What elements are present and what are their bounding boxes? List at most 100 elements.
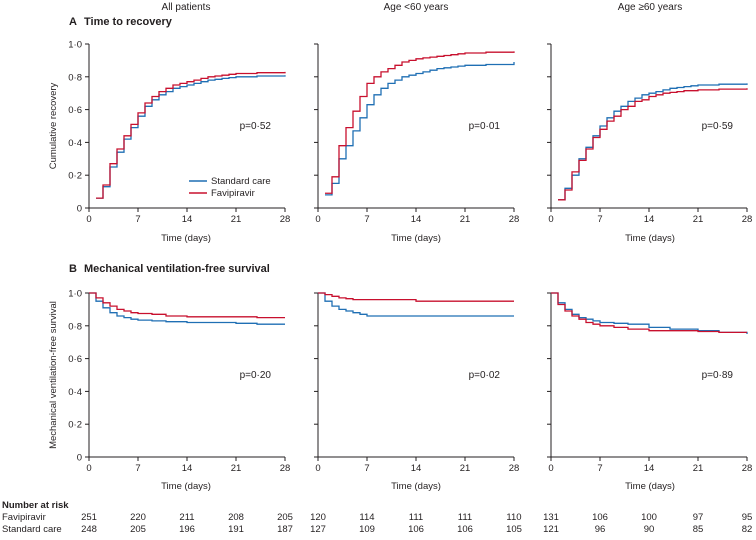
y-tick-label: 1·0 (68, 40, 82, 51)
chart-panel-2: 0 7 14 21 28 p=0·01 (314, 43, 520, 225)
y-tick-label: 0·4 (68, 387, 82, 398)
x-tick-label: 7 (597, 463, 602, 474)
x-axis-label-a3: Time (days) (625, 233, 675, 244)
y-tick-label: 0·8 (68, 72, 82, 83)
risk-value-standard-care: 121 (543, 524, 559, 535)
risk-value-favipiravir: 97 (693, 512, 704, 523)
panel-label-a: A (69, 16, 77, 28)
legend-standard-care-label: Standard care (211, 176, 271, 187)
x-tick-label: 21 (231, 463, 242, 474)
x-tick-label: 21 (693, 214, 704, 225)
p-value-label: p=0·89 (702, 370, 734, 381)
x-tick-label: 28 (280, 214, 291, 225)
risk-value-favipiravir: 100 (641, 512, 657, 523)
panels: 0 0·2 0·4 0·6 0·8 1·0 0 7 14 21 28 p=0·52 0 7 14 21 28 p=… (68, 40, 752, 475)
x-tick-label: 21 (693, 463, 704, 474)
x-tick-label: 0 (86, 214, 91, 225)
x-axis-label-b1: Time (days) (161, 481, 211, 492)
y-tick-label: 0·2 (68, 171, 82, 182)
panel-title-b: Mechanical ventilation-free survival (84, 263, 270, 275)
series-line-favipiravir (318, 292, 514, 302)
risk-value-favipiravir: 251 (81, 512, 97, 523)
p-value-label: p=0·20 (240, 370, 272, 381)
risk-value-standard-care: 205 (130, 524, 146, 535)
x-tick-label: 14 (182, 214, 193, 225)
chart-panel-1: 0 0·2 0·4 0·6 0·8 1·0 0 7 14 21 28 p=0·52 (68, 40, 290, 226)
risk-value-favipiravir: 205 (277, 512, 293, 523)
x-tick-label: 0 (315, 214, 320, 225)
chart-panel-3: 0 7 14 21 28 p=0·59 (547, 43, 753, 225)
y-tick-label: 1·0 (68, 289, 82, 300)
x-axis-label-b3: Time (days) (625, 481, 675, 492)
x-tick-label: 14 (644, 214, 655, 225)
x-tick-label: 14 (411, 214, 422, 225)
series-line-favipiravir (96, 71, 286, 199)
chart-panel-5: 0 7 14 21 28 p=0·02 (314, 292, 520, 474)
p-value-label: p=0·52 (240, 121, 272, 132)
risk-value-standard-care: 82 (742, 524, 753, 535)
risk-value-standard-care: 105 (506, 524, 522, 535)
series-line-standard-care (558, 83, 748, 201)
risk-value-standard-care: 196 (179, 524, 195, 535)
series-line-standard-care (89, 292, 285, 325)
series-line-favipiravir (551, 292, 747, 334)
series-line-favipiravir (558, 88, 748, 201)
chart-panel-4: 0 0·2 0·4 0·6 0·8 1·0 0 7 14 21 28 p=0·20 (68, 289, 290, 475)
risk-value-favipiravir: 106 (592, 512, 608, 523)
risk-value-standard-care: 106 (457, 524, 473, 535)
series-line-favipiravir (325, 51, 515, 194)
x-tick-label: 21 (460, 463, 471, 474)
y-axis-label-a: Cumulative recovery (48, 82, 59, 169)
x-axis-label-a1: Time (days) (161, 233, 211, 244)
y-tick-label: 0·6 (68, 105, 82, 116)
panel-label-b: B (69, 263, 77, 275)
risk-value-standard-care: 127 (310, 524, 326, 535)
risk-value-favipiravir: 208 (228, 512, 244, 523)
x-tick-label: 7 (364, 463, 369, 474)
series-line-standard-care (551, 292, 748, 334)
risk-value-favipiravir: 110 (506, 512, 521, 523)
y-tick-label: 0·8 (68, 321, 82, 332)
risk-value-favipiravir: 131 (543, 512, 559, 523)
risk-value-favipiravir: 220 (130, 512, 146, 523)
risk-value-favipiravir: 95 (742, 512, 753, 523)
column-title-under60: Age <60 years (384, 2, 449, 13)
series-line-favipiravir (89, 292, 285, 319)
x-tick-label: 0 (548, 463, 553, 474)
y-tick-label: 0 (77, 204, 82, 215)
risk-value-standard-care: 187 (277, 524, 293, 535)
x-tick-label: 7 (135, 463, 140, 474)
risk-value-standard-care: 109 (359, 524, 375, 535)
risk-value-favipiravir: 111 (458, 512, 472, 523)
p-value-label: p=0·01 (469, 121, 501, 132)
x-tick-label: 28 (742, 214, 753, 225)
x-tick-label: 28 (509, 214, 520, 225)
risk-table: Number at risk Favipiravir Standard care… (2, 500, 752, 535)
x-tick-label: 28 (280, 463, 291, 474)
chart-panel-6: 0 7 14 21 28 p=0·89 (547, 292, 753, 474)
risk-row-label-favipiravir: Favipiravir (2, 512, 46, 523)
x-tick-label: 0 (548, 214, 553, 225)
x-tick-label: 0 (86, 463, 91, 474)
x-tick-label: 14 (411, 463, 422, 474)
x-tick-label: 7 (597, 214, 602, 225)
x-tick-label: 28 (742, 463, 753, 474)
x-tick-label: 14 (644, 463, 655, 474)
x-tick-label: 28 (509, 463, 520, 474)
x-axis-label-b2: Time (days) (391, 481, 441, 492)
y-tick-label: 0·2 (68, 420, 82, 431)
series-line-standard-care (318, 292, 514, 317)
x-tick-label: 7 (135, 214, 140, 225)
panel-title-a: Time to recovery (84, 16, 173, 28)
x-tick-label: 21 (460, 214, 471, 225)
risk-table-title: Number at risk (2, 500, 69, 511)
risk-value-favipiravir: 211 (179, 512, 194, 523)
y-tick-label: 0·6 (68, 354, 82, 365)
y-tick-label: 0 (77, 453, 82, 464)
y-tick-label: 0·4 (68, 138, 82, 149)
legend-favipiravir-label: Favipiravir (211, 188, 255, 199)
risk-value-standard-care: 96 (595, 524, 606, 535)
